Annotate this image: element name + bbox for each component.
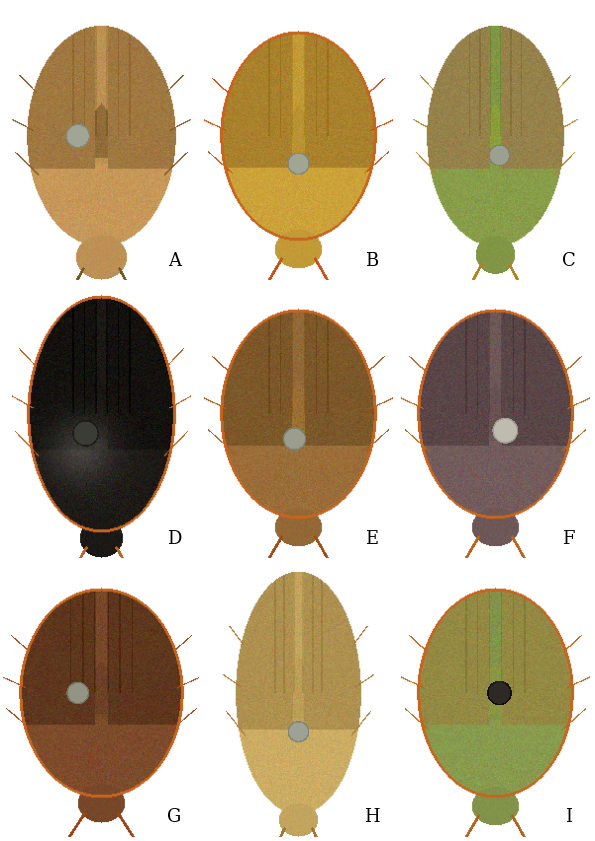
Text: B: B	[365, 251, 378, 270]
Text: G: G	[168, 808, 181, 827]
Text: F: F	[562, 530, 575, 548]
Text: E: E	[365, 530, 378, 548]
Text: H: H	[364, 808, 380, 827]
Text: D: D	[167, 530, 182, 548]
Text: C: C	[562, 251, 575, 270]
Text: A: A	[168, 251, 181, 270]
Text: I: I	[565, 808, 572, 827]
